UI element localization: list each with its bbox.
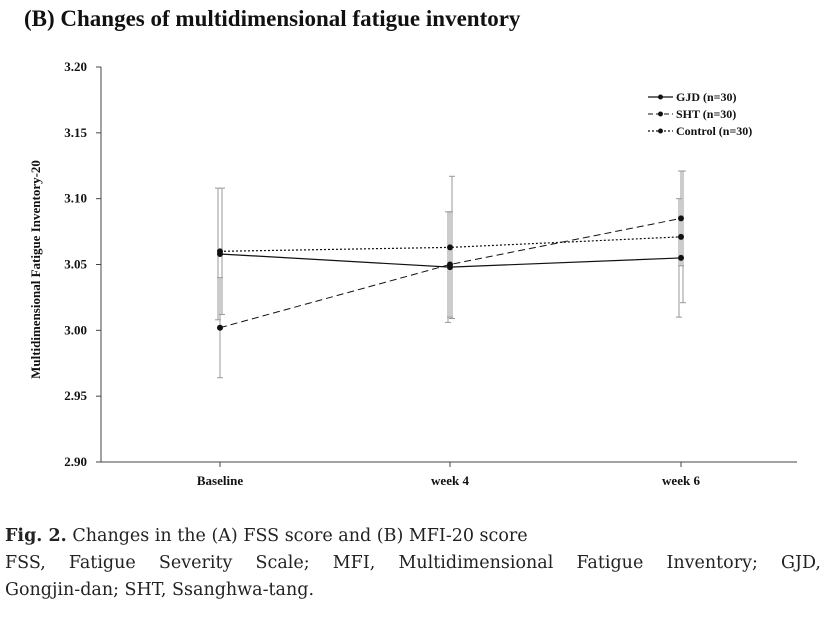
chart-axes: 3.20 3.15 3.10 3.05 3.00 2.95 2.90 Baseline week…	[28, 59, 797, 488]
data-points	[217, 215, 684, 331]
data-point	[217, 324, 223, 331]
data-point	[217, 248, 223, 255]
figure-label: Fig. 2.	[5, 526, 67, 546]
y-tick-label: 3.00	[64, 322, 87, 337]
y-tick-label: 3.10	[64, 191, 87, 206]
legend-marker	[658, 128, 663, 134]
x-tick-label: week 6	[662, 473, 700, 488]
x-tick-label: week 4	[431, 473, 469, 488]
abbreviations-line-2: Gongjin-dan; SHT, Ssanghwa-tang.	[5, 580, 315, 601]
legend-label: SHT (n=30)	[676, 107, 736, 121]
legend-label: Control (n=30)	[676, 124, 752, 138]
y-tick-label: 2.95	[64, 388, 87, 403]
chart-title: (B) Changes of multidimensional fatigue …	[24, 6, 521, 31]
line-chart: 3.20 3.15 3.10 3.05 3.00 2.95 2.90 Baseline week…	[28, 59, 797, 488]
abbreviations-line-1: FSS, Fatigue Severity Scale; MFI, Multid…	[5, 553, 821, 574]
x-tick-label: Baseline	[197, 473, 243, 488]
data-point	[678, 215, 684, 222]
series-line	[219, 217, 682, 329]
data-point	[447, 244, 453, 251]
series-line	[219, 236, 682, 252]
legend-marker	[658, 94, 663, 100]
data-point	[678, 254, 684, 261]
y-tick-label: 2.90	[64, 454, 87, 469]
legend-marker	[658, 111, 663, 117]
data-point	[678, 233, 684, 240]
data-point	[447, 261, 453, 268]
y-tick-label: 3.05	[64, 257, 87, 272]
figure-caption: Fig. 2. Changes in the (A) FSS score and…	[5, 523, 821, 604]
legend-label: GJD (n=30)	[676, 90, 737, 104]
error-bars	[215, 170, 686, 379]
y-tick-label: 3.15	[64, 125, 87, 140]
y-tick-label: 3.20	[64, 59, 87, 74]
chart-legend: GJD (n=30) SHT (n=30) Control (n=30)	[648, 90, 752, 138]
figure-caption-text: Changes in the (A) FSS score and (B) MFI…	[72, 526, 528, 546]
y-axis-label: Multidimensional Fatigue Inventory-20	[28, 160, 43, 379]
